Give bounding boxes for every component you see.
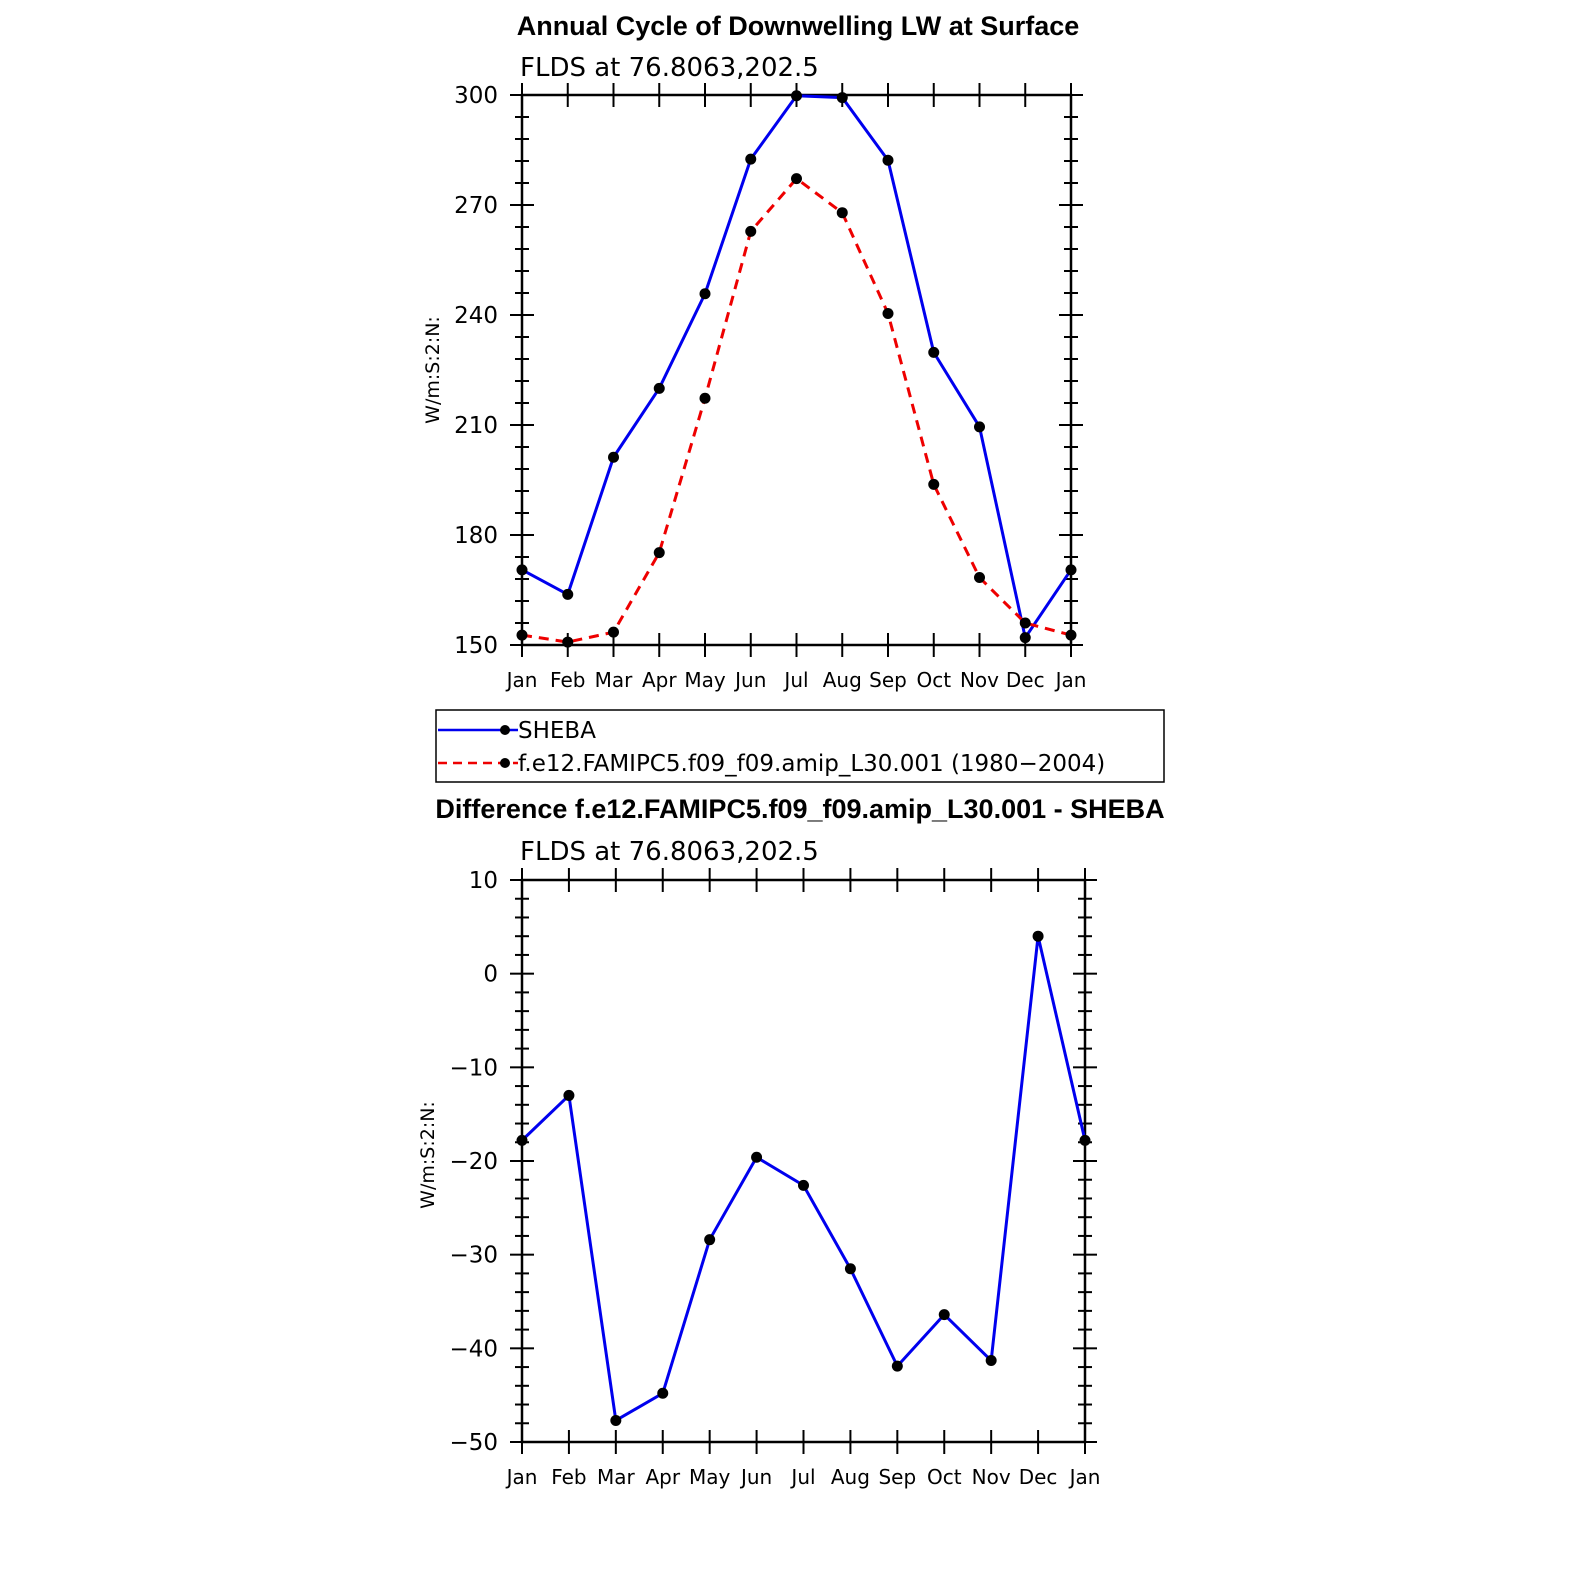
top-chart-ylabel: W/m:S:2:N: xyxy=(422,316,444,424)
legend-label-sheba: SHEBA xyxy=(518,718,596,744)
bottom-series-0-point xyxy=(938,1309,950,1321)
bottom-series-0-point xyxy=(844,1263,856,1275)
bottom-xtick-label: Jan xyxy=(505,1465,538,1489)
bottom-series-0-point xyxy=(798,1179,809,1191)
bottom-chart-title: Difference f.e12.FAMIPC5.f09_f09.amip_L3… xyxy=(435,794,1164,824)
top-series-line-1 xyxy=(521,177,1072,644)
top-series-0-point xyxy=(516,564,528,576)
top-ytick-label: 180 xyxy=(454,523,498,549)
bottom-xtick-label: Jun xyxy=(739,1465,772,1489)
top-axis-ticks: Jan Feb Mar Apr May Jun Jul Aug Sep Oct Nov Dec Jan 1… xyxy=(454,83,1086,692)
top-chart-subtitle: FLDS at 76.8063,202.5 xyxy=(520,53,819,83)
legend-marker-sheba xyxy=(500,725,510,735)
top-ytick-label: 210 xyxy=(454,413,498,439)
top-series-1-point xyxy=(699,392,711,404)
top-xtick-label: Mar xyxy=(595,668,634,692)
top-series-1-point xyxy=(928,478,940,490)
top-xtick-label: Dec xyxy=(1006,668,1045,692)
top-series-0-point xyxy=(791,90,802,102)
bottom-xtick-label: Mar xyxy=(597,1465,636,1489)
top-series-1-point xyxy=(882,308,894,320)
top-xtick-label: May xyxy=(684,668,726,692)
bottom-ytick-label: 10 xyxy=(469,868,498,894)
bottom-series-group xyxy=(516,930,1091,1426)
bottom-series-0-point xyxy=(610,1414,622,1426)
top-series-0-point xyxy=(745,153,757,165)
top-series-1-point xyxy=(836,207,848,219)
top-series-0-point xyxy=(882,154,894,166)
bottom-series-0-point xyxy=(1079,1134,1091,1146)
bottom-series-0-point xyxy=(563,1089,575,1101)
top-series-1-point xyxy=(1019,617,1031,629)
top-series-0-point xyxy=(653,382,665,394)
bottom-series-0-point xyxy=(891,1360,903,1372)
bottom-series-0-point xyxy=(1032,930,1044,942)
bottom-ytick-label: −50 xyxy=(449,1430,498,1456)
legend-box xyxy=(435,709,1165,783)
top-xtick-label: Jun xyxy=(733,668,766,692)
top-series-0-point xyxy=(1019,632,1031,644)
top-series-0-point xyxy=(928,346,940,358)
top-xtick-label: Feb xyxy=(550,668,585,692)
top-series-0-point xyxy=(608,451,619,463)
bottom-series-0-point xyxy=(985,1355,997,1367)
top-xtick-label: Sep xyxy=(869,668,907,692)
bottom-xtick-label: Feb xyxy=(551,1465,586,1489)
bottom-series-0-point xyxy=(751,1151,763,1163)
top-series-group xyxy=(516,90,1077,648)
bottom-ytick-label: 0 xyxy=(483,962,498,988)
top-series-1-point xyxy=(974,572,985,584)
top-series-1-point xyxy=(653,547,665,559)
annual-cycle-chart: Annual Cycle of Downwelling LW at Surfac… xyxy=(422,11,1086,692)
top-series-1-point xyxy=(1065,629,1077,641)
bottom-xtick-label: Jan xyxy=(1068,1465,1101,1489)
top-ytick-label: 270 xyxy=(454,193,498,219)
top-xtick-label: Oct xyxy=(916,668,951,692)
legend-label-model: f.e12.FAMIPC5.f09_f09.amip_L30.001 (1980… xyxy=(518,751,1105,777)
bottom-series-0-point xyxy=(657,1387,669,1399)
top-series-1-point xyxy=(516,629,528,641)
top-series-0-point xyxy=(562,588,574,600)
top-series-1-point xyxy=(608,626,619,638)
bottom-xtick-label: Sep xyxy=(878,1465,916,1489)
bottom-series-0-point xyxy=(704,1234,716,1246)
bottom-chart-subtitle: FLDS at 76.8063,202.5 xyxy=(520,837,819,867)
difference-chart: Difference f.e12.FAMIPC5.f09_f09.amip_L3… xyxy=(417,794,1165,1489)
bottom-series-line-0 xyxy=(520,934,1087,1422)
top-xtick-label: Aug xyxy=(823,668,862,692)
top-ytick-label: 300 xyxy=(454,83,498,109)
legend: SHEBA f.e12.FAMIPC5.f09_f09.amip_L30.001… xyxy=(435,709,1165,783)
top-series-0-point xyxy=(974,421,985,433)
top-ytick-label: 240 xyxy=(454,303,498,329)
bottom-chart-ylabel: W/m:S:2:N: xyxy=(417,1101,439,1209)
bottom-series-0-point xyxy=(516,1134,528,1146)
bottom-xtick-label: Dec xyxy=(1019,1465,1058,1489)
top-series-0-point xyxy=(836,92,848,104)
bottom-xtick-label: May xyxy=(689,1465,731,1489)
top-series-1-point xyxy=(745,225,757,237)
legend-marker-model xyxy=(500,758,510,768)
bottom-xtick-label: Nov xyxy=(972,1465,1011,1489)
bottom-xtick-label: Aug xyxy=(831,1465,870,1489)
bottom-ytick-label: −30 xyxy=(449,1243,498,1269)
bottom-axis-ticks: Jan Feb Mar Apr May Jun Jul Aug Sep Oct Nov Dec Jan−… xyxy=(449,868,1100,1489)
bottom-xtick-label: Jul xyxy=(789,1465,815,1489)
bottom-ytick-label: −40 xyxy=(449,1336,498,1362)
top-xtick-label: Jan xyxy=(505,668,538,692)
top-chart-title: Annual Cycle of Downwelling LW at Surfac… xyxy=(517,11,1080,41)
top-series-0-point xyxy=(1065,564,1077,576)
bottom-xtick-label: Apr xyxy=(645,1465,680,1489)
top-series-0-point xyxy=(699,288,711,300)
top-series-1-point xyxy=(562,636,574,648)
bottom-ytick-label: −10 xyxy=(449,1055,498,1081)
bottom-xtick-label: Oct xyxy=(927,1465,962,1489)
top-ytick-label: 150 xyxy=(454,633,498,659)
top-xtick-label: Nov xyxy=(960,668,999,692)
top-xtick-label: Jan xyxy=(1054,668,1087,692)
top-series-1-point xyxy=(791,173,802,185)
top-xtick-label: Apr xyxy=(642,668,677,692)
top-xtick-label: Jul xyxy=(782,668,808,692)
bottom-ytick-label: −20 xyxy=(449,1149,498,1175)
